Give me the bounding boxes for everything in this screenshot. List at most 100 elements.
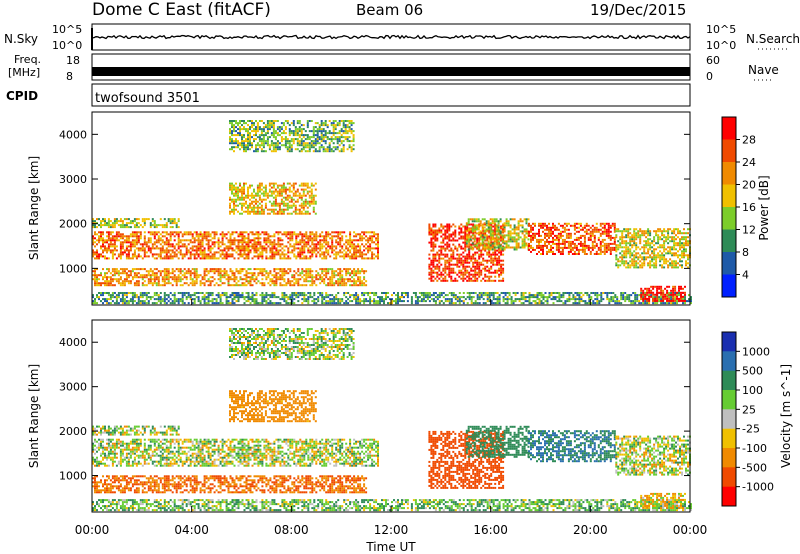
power-cell: [272, 190, 275, 193]
power-cell: [436, 263, 439, 266]
power-cell: [319, 249, 322, 252]
power-cell: [319, 247, 322, 250]
power-cell: [251, 231, 254, 234]
power-cell: [286, 142, 289, 145]
power-cell: [291, 251, 294, 254]
power-cell: [324, 134, 327, 137]
power-cell: [302, 194, 305, 197]
power-cell: [494, 263, 497, 266]
power-cell: [175, 280, 178, 283]
power-cell: [464, 225, 467, 228]
power-cell: [141, 220, 144, 223]
power-cell: [231, 138, 233, 141]
power-cell: [299, 249, 302, 252]
power-cell: [438, 259, 441, 262]
power-cell: [169, 302, 172, 305]
power-cell: [448, 300, 451, 303]
power-cell: [179, 272, 182, 275]
power-cell: [283, 272, 286, 275]
power-cell: [634, 296, 637, 299]
power-cell: [123, 268, 126, 271]
power-cell: [313, 302, 316, 305]
power-cell: [243, 134, 245, 137]
power-cell: [256, 150, 259, 153]
power-cell: [257, 233, 260, 236]
power-cell: [309, 284, 312, 287]
power-cell: [173, 231, 176, 234]
power-cell: [303, 257, 306, 260]
power-cell: [452, 292, 455, 294]
power-cell: [333, 257, 336, 260]
power-cell: [171, 218, 174, 221]
power-cell: [255, 202, 257, 205]
power-cell: [480, 294, 483, 297]
power-cell: [135, 224, 138, 227]
power-cell: [245, 210, 247, 213]
power-cell: [125, 218, 128, 221]
power-cell: [325, 274, 328, 277]
power-cell: [290, 212, 293, 215]
power-cell: [321, 276, 324, 279]
power-cell: [253, 294, 256, 297]
power-cell: [258, 128, 261, 131]
power-cell: [317, 247, 320, 250]
power-cell: [287, 298, 290, 301]
power-cell: [100, 282, 102, 285]
power-cell: [149, 241, 152, 244]
power-cell: [260, 134, 263, 137]
power-cell: [223, 257, 226, 260]
power-cell: [293, 298, 296, 301]
power-cell: [349, 294, 352, 297]
power-cell: [454, 233, 457, 236]
power-cell: [104, 292, 106, 294]
power-cell: [462, 261, 465, 264]
power-cell: [322, 146, 325, 149]
power-cell: [207, 296, 210, 299]
power-cell: [442, 292, 445, 294]
power-cell: [444, 247, 447, 250]
power-cell: [163, 255, 166, 258]
power-cell: [309, 268, 312, 271]
power-cell: [231, 190, 233, 193]
power-cell: [117, 274, 120, 277]
power-cell: [117, 224, 120, 227]
power-cell: [185, 296, 188, 299]
power-cell: [478, 292, 481, 294]
power-cell: [239, 296, 242, 299]
power-cell: [325, 255, 328, 258]
power-cell: [181, 298, 184, 301]
power-cell: [96, 251, 98, 254]
power-cell: [452, 279, 455, 282]
power-cell: [129, 249, 132, 252]
power-cell: [456, 300, 459, 303]
power-cell: [510, 298, 513, 301]
power-cell: [403, 300, 405, 303]
power-cell: [233, 231, 236, 234]
power-cell: [143, 251, 146, 254]
power-cell: [474, 302, 477, 305]
power-cell: [229, 245, 232, 248]
power-cell: [147, 278, 150, 281]
power-cell: [327, 278, 330, 281]
power-cell: [271, 282, 274, 285]
power-cell: [235, 192, 237, 195]
power-cell: [278, 146, 281, 149]
power-cell: [276, 186, 279, 189]
power-cell: [294, 200, 297, 203]
power-cell: [94, 222, 96, 225]
power-cell: [169, 222, 172, 225]
power-cell: [129, 272, 132, 275]
power-cell: [347, 249, 350, 252]
power-cell: [259, 268, 262, 271]
power-cell: [602, 292, 605, 294]
nsky-trace: [91, 28, 691, 50]
power-cell: [440, 245, 443, 248]
power-cell: [107, 270, 110, 273]
power-cell: [422, 294, 425, 297]
power-cell: [462, 247, 465, 250]
power-cell: [554, 292, 557, 294]
power-cell: [209, 300, 212, 303]
power-cell: [209, 292, 212, 294]
power-cell: [183, 239, 186, 242]
power-cell: [139, 235, 142, 238]
